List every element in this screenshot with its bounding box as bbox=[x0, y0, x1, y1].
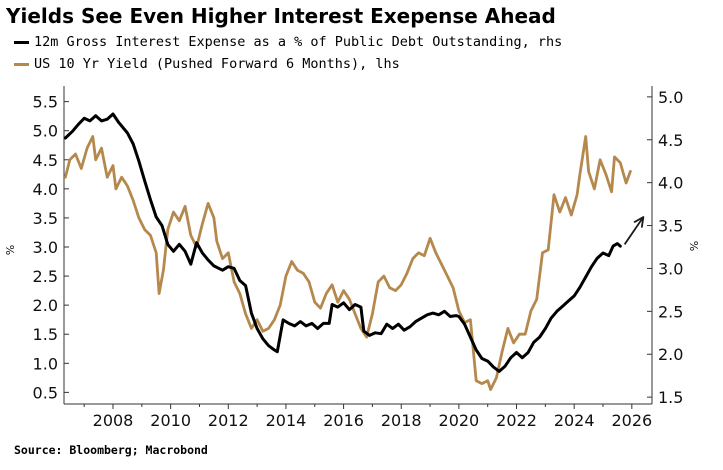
series-line-10yr-yield bbox=[64, 135, 632, 391]
x-axis-tick-label: 2018 bbox=[381, 411, 422, 430]
legend-label-10yr-yield: US 10 Yr Yield (Pushed Forward 6 Months)… bbox=[34, 56, 400, 72]
left-axis-tick-label: 2.5 bbox=[33, 267, 58, 286]
left-axis-unit-label: % bbox=[4, 245, 17, 255]
up-arrow-icon bbox=[633, 216, 645, 228]
x-axis-tick-label: 2026 bbox=[611, 411, 652, 430]
left-axis-tick-label: 5.5 bbox=[33, 93, 58, 112]
left-axis-tick-label: 1.5 bbox=[33, 325, 58, 344]
x-axis-tick-label: 2012 bbox=[208, 411, 249, 430]
legend-item-10yr-yield: US 10 Yr Yield (Pushed Forward 6 Months)… bbox=[14, 55, 400, 73]
right-axis-tick-label: 1.5 bbox=[658, 388, 683, 407]
legend-swatch-black bbox=[14, 40, 29, 44]
right-axis-tick-label: 2.5 bbox=[658, 302, 683, 321]
source-note: Source: Bloomberg; Macrobond bbox=[14, 443, 208, 457]
right-axis-tick-label: 2.0 bbox=[658, 345, 683, 364]
right-axis-tick-label: 3.0 bbox=[658, 259, 683, 278]
x-axis-tick-label: 2020 bbox=[439, 411, 480, 430]
right-axis-unit-label: % bbox=[688, 241, 701, 251]
legend-item-interest-expense: 12m Gross Interest Expense as a % of Pub… bbox=[14, 33, 562, 51]
chart-title: Yields See Even Higher Interest Exepense… bbox=[6, 4, 556, 28]
axes: 0.5 1.0 1.5 2.0 2.5 3.0 3.5 4.0 4.5 5.0 5.5 1.5 2.0 2… bbox=[4, 86, 701, 430]
left-axis-tick-label: 4.0 bbox=[33, 180, 58, 199]
left-axis-tick-label: 2.0 bbox=[33, 296, 58, 315]
series-line-interest-expense bbox=[63, 112, 622, 373]
x-axis-tick-label: 2016 bbox=[323, 411, 364, 430]
x-axis-tick-label: 2024 bbox=[554, 411, 595, 430]
legend-label-interest-expense: 12m Gross Interest Expense as a % of Pub… bbox=[34, 34, 563, 50]
left-axis-tick-label: 3.0 bbox=[33, 238, 58, 257]
left-axis-tick-label: 5.0 bbox=[33, 122, 58, 141]
right-axis-tick-label: 5.0 bbox=[658, 88, 683, 107]
left-axis-tick-label: 0.5 bbox=[33, 383, 58, 402]
series-lines bbox=[63, 112, 632, 391]
x-axis-tick-label: 2014 bbox=[266, 411, 307, 430]
right-axis-tick-label: 4.5 bbox=[658, 131, 683, 150]
left-axis-tick-label: 4.5 bbox=[33, 151, 58, 170]
legend-swatch-gold bbox=[14, 62, 29, 66]
x-axis-tick-label: 2008 bbox=[93, 411, 134, 430]
left-axis-tick-label: 3.5 bbox=[33, 209, 58, 228]
right-axis-tick-label: 4.0 bbox=[658, 174, 683, 193]
x-axis-tick-label: 2010 bbox=[150, 411, 191, 430]
right-axis-tick-label: 3.5 bbox=[658, 217, 683, 236]
x-axis-tick-label: 2022 bbox=[496, 411, 537, 430]
annotations bbox=[623, 216, 645, 245]
left-axis-tick-label: 1.0 bbox=[33, 354, 58, 373]
up-arrow-shaft bbox=[623, 216, 645, 245]
